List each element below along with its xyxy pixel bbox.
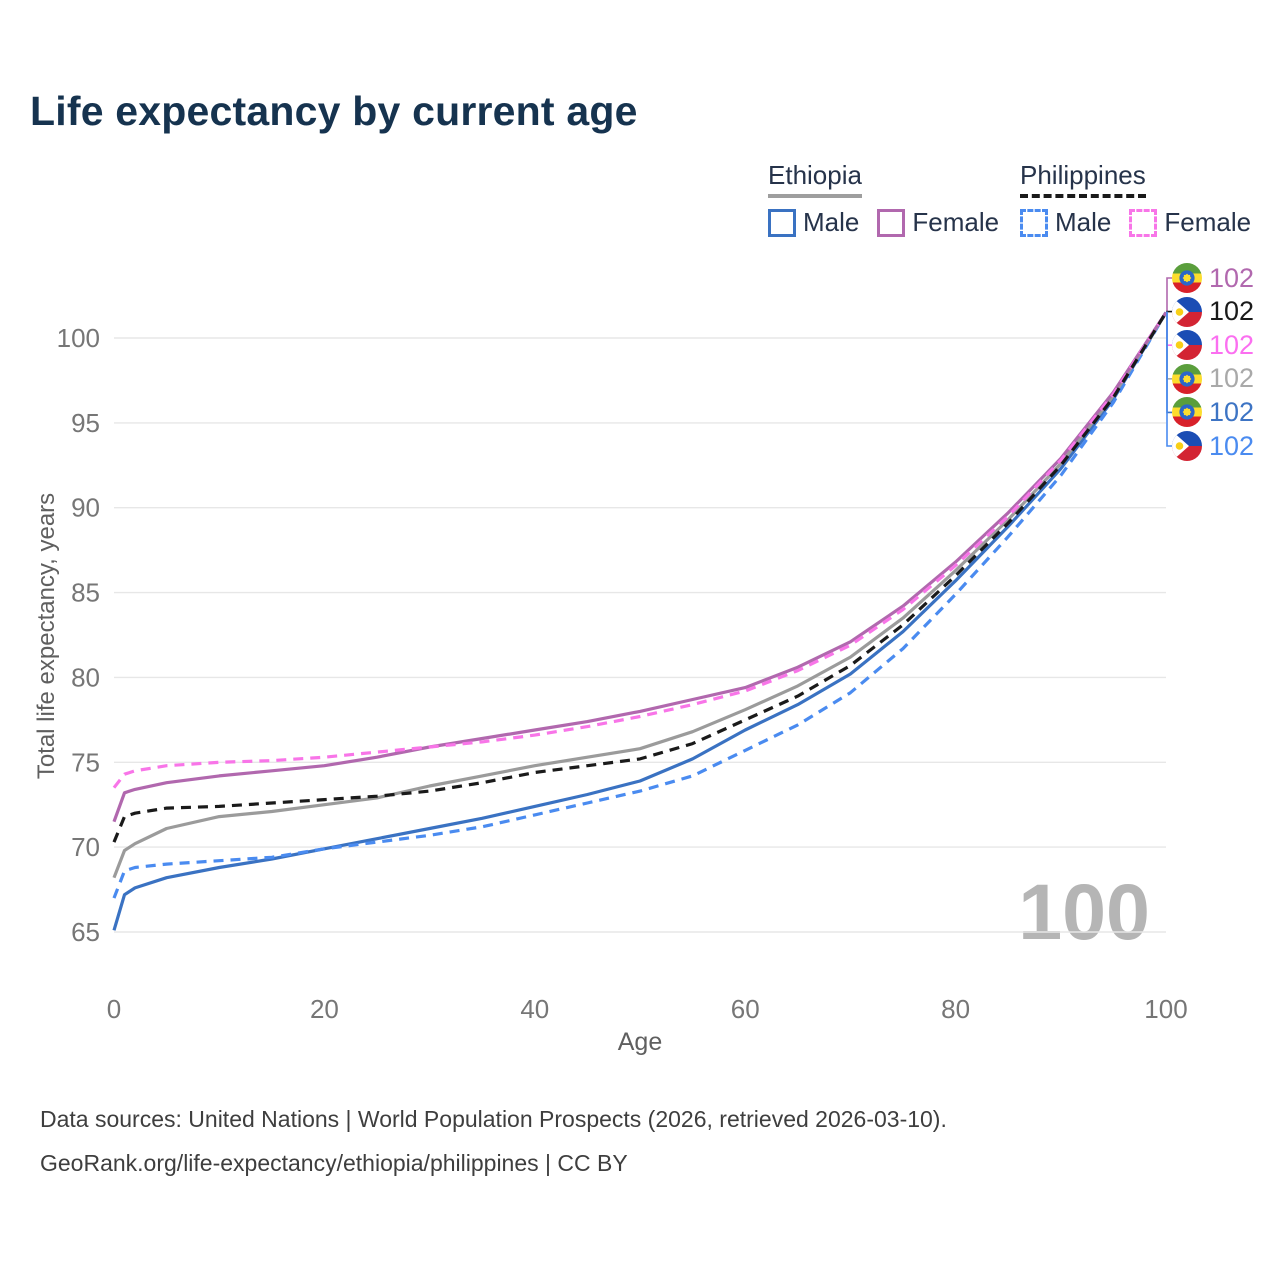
chart-title: Life expectancy by current age bbox=[30, 88, 638, 134]
legend-swatch-philippines-female[interactable] bbox=[1129, 208, 1158, 237]
series-line-eth_m[interactable] bbox=[112, 311, 1168, 931]
series-line-eth_f[interactable] bbox=[112, 311, 1168, 823]
legend-swatch-philippines-male[interactable] bbox=[1020, 208, 1048, 237]
x-tick-label-40: 40 bbox=[520, 994, 549, 1024]
end-label-row-phl_b: 102 bbox=[1172, 296, 1254, 328]
series-line-phl_f[interactable] bbox=[112, 311, 1168, 789]
age-counter-watermark: 100 bbox=[1018, 867, 1150, 956]
end-label-row-eth_f: 102 bbox=[1172, 262, 1254, 294]
philippines-flag-icon bbox=[1172, 330, 1202, 361]
series-line-phl_m[interactable] bbox=[112, 311, 1168, 899]
philippines-flag-icon bbox=[1172, 431, 1202, 461]
y-tick-label-75: 75 bbox=[71, 747, 100, 777]
end-label-row-eth_b: 102 bbox=[1172, 363, 1254, 395]
end-value-phl_m: 102 bbox=[1209, 430, 1255, 461]
legend-swatch-ethiopia-male[interactable] bbox=[768, 208, 796, 237]
series-line-eth_b[interactable] bbox=[112, 311, 1168, 879]
legend-swatch-ethiopia-female[interactable] bbox=[877, 208, 906, 237]
x-axis-title: Age bbox=[617, 1028, 663, 1056]
legend-group-ethiopia: Ethiopia Male Female bbox=[768, 160, 1017, 238]
legend-label-ethiopia-male[interactable]: Male bbox=[803, 207, 860, 237]
x-tick-label-60: 60 bbox=[731, 994, 760, 1024]
end-label-connector-phl_m bbox=[1166, 311, 1172, 447]
y-tick-label-90: 90 bbox=[71, 493, 100, 523]
end-label-row-eth_m: 102 bbox=[1172, 396, 1254, 428]
legend-label-philippines-male[interactable]: Male bbox=[1055, 207, 1112, 237]
y-tick-label-100: 100 bbox=[57, 323, 100, 353]
legend-group-philippines: Philippines Male Female bbox=[1020, 160, 1269, 238]
x-tick-label-20: 20 bbox=[310, 994, 339, 1024]
y-tick-label-70: 70 bbox=[71, 832, 100, 862]
legend-country-philippines[interactable]: Philippines bbox=[1020, 160, 1146, 198]
series-line-phl_b[interactable] bbox=[112, 311, 1168, 843]
y-tick-label-80: 80 bbox=[71, 662, 100, 692]
footer: Data sources: United Nations | World Pop… bbox=[40, 1106, 947, 1194]
legend-label-philippines-female[interactable]: Female bbox=[1164, 207, 1252, 237]
ethiopia-flag-icon bbox=[1172, 397, 1202, 428]
y-tick-label-85: 85 bbox=[71, 578, 100, 608]
end-value-eth_f: 102 bbox=[1209, 262, 1255, 293]
footer-attribution-link[interactable]: GeoRank.org/life-expectancy/ethiopia/phi… bbox=[40, 1150, 628, 1176]
y-tick-label-95: 95 bbox=[71, 408, 100, 438]
ethiopia-flag-icon bbox=[1172, 363, 1202, 394]
x-tick-label-80: 80 bbox=[941, 994, 970, 1024]
line-chart-plot: 65 70 75 80 85 90 95 100 0 20 40 60 80 100 bbox=[57, 277, 1188, 1024]
legend-country-ethiopia[interactable]: Ethiopia bbox=[768, 160, 862, 198]
x-tick-label-100: 100 bbox=[1144, 994, 1187, 1024]
y-tick-label-65: 65 bbox=[71, 917, 100, 947]
legend-label-ethiopia-female[interactable]: Female bbox=[912, 207, 1000, 237]
philippines-flag-icon bbox=[1172, 296, 1202, 327]
ethiopia-flag-icon bbox=[1172, 263, 1202, 293]
end-value-phl_b: 102 bbox=[1209, 296, 1255, 327]
end-value-phl_f: 102 bbox=[1209, 329, 1255, 360]
x-tick-label-0: 0 bbox=[107, 994, 121, 1024]
end-label-row-phl_f: 102 bbox=[1172, 329, 1254, 361]
end-value-eth_b: 102 bbox=[1209, 363, 1255, 394]
end-value-eth_m: 102 bbox=[1209, 396, 1255, 427]
footer-data-sources: Data sources: United Nations | World Pop… bbox=[40, 1106, 947, 1132]
end-label-row-phl_m: 102 bbox=[1172, 430, 1254, 462]
